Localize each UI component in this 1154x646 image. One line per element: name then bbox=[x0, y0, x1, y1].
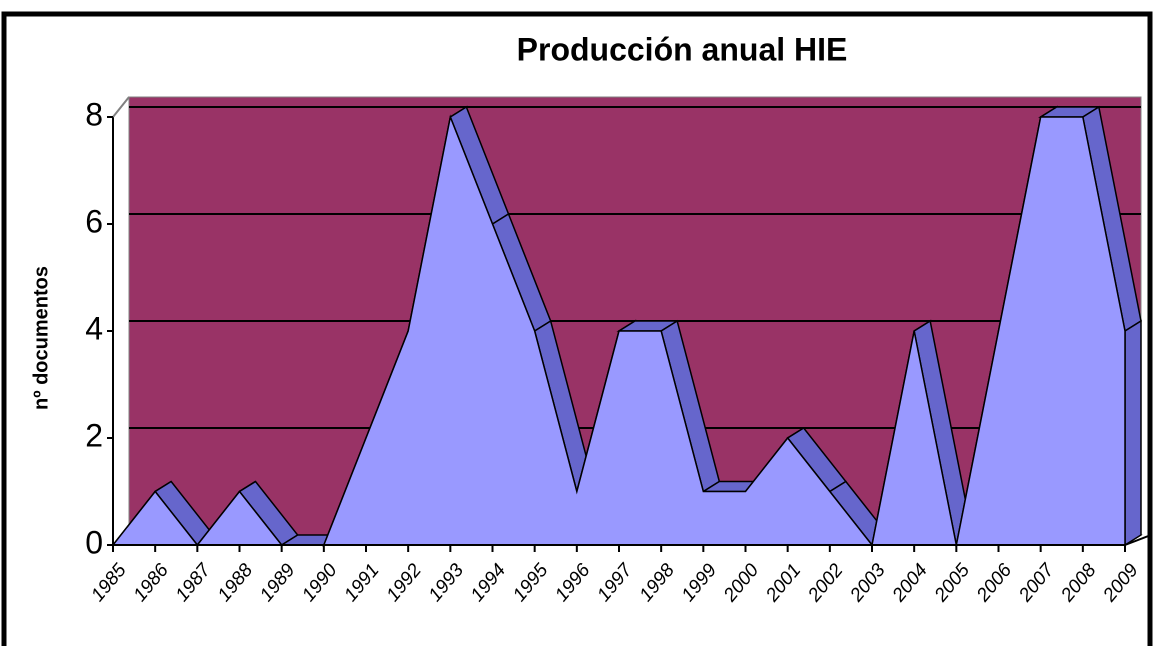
area-end bbox=[1124, 319, 1142, 547]
y-tick-label: 0 bbox=[85, 524, 103, 560]
side-edge bbox=[112, 96, 130, 118]
y-tick-label: 8 bbox=[85, 96, 103, 132]
y-tick-label: 4 bbox=[85, 310, 103, 346]
x-axis-depth bbox=[1124, 534, 1152, 546]
y-tick-label: 6 bbox=[85, 203, 103, 239]
chart-title: Producción anual HIE bbox=[517, 31, 848, 67]
y-tick-label: 2 bbox=[85, 417, 103, 453]
y-axis-label: nº documentos bbox=[30, 266, 52, 410]
